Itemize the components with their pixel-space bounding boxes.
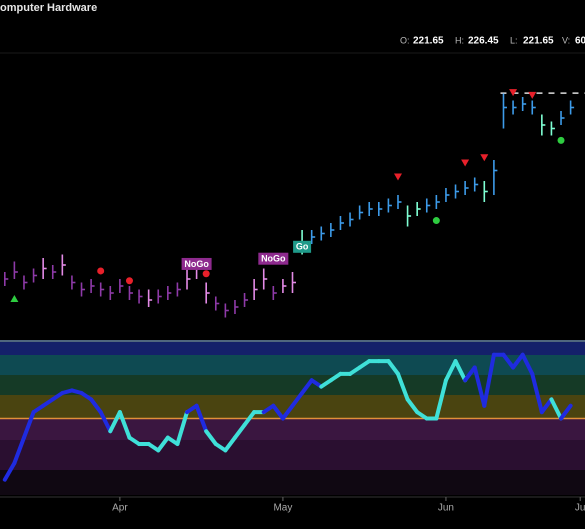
ohlc-label: H: <box>455 35 464 45</box>
oscillator-segment <box>89 397 103 415</box>
ohlc-value: 221.65 <box>413 36 444 47</box>
band <box>0 355 585 375</box>
oscillator-segment <box>453 359 468 383</box>
oscillator-segment <box>472 365 487 408</box>
annotation-box <box>181 257 212 270</box>
annotation-box <box>293 240 312 253</box>
oscillator-segment <box>290 391 305 408</box>
oscillator-bands <box>0 342 585 495</box>
oscillator-segment <box>511 352 525 370</box>
oscillator-segment <box>12 435 26 466</box>
band <box>0 418 585 440</box>
signal-triangle <box>509 89 518 97</box>
oscillator-segment <box>117 410 132 440</box>
oscillator-segment <box>520 352 535 376</box>
oscillator-segment <box>156 435 170 453</box>
oscillator-segment <box>386 359 400 376</box>
signal-dot <box>557 136 565 144</box>
signal-dot <box>125 277 133 285</box>
oscillator-segment <box>242 410 257 427</box>
signal-dot <box>202 270 210 278</box>
oscillator-segment <box>108 410 122 434</box>
x-tick-label: Ju <box>575 503 585 514</box>
ohlc-value: 221.65 <box>523 36 554 47</box>
annotation-box <box>258 252 289 265</box>
ohlc-label: O: <box>400 35 410 45</box>
ohlc-value: 226.45 <box>468 36 499 47</box>
oscillator-segment <box>232 422 247 440</box>
oscillator-segment <box>223 435 237 453</box>
oscillator-segment <box>443 359 458 383</box>
signal-dot <box>432 217 440 225</box>
signal-triangle <box>10 294 19 302</box>
signal-triangle <box>528 91 537 99</box>
oscillator-segment <box>482 352 496 408</box>
signal-triangle <box>461 159 470 167</box>
x-tick-label: Jun <box>438 503 454 514</box>
oscillator-segment <box>501 352 516 370</box>
oscillator-segment <box>204 429 218 446</box>
oscillator-segment <box>549 397 564 421</box>
ohlc-label: L: <box>510 35 518 45</box>
band <box>0 342 585 355</box>
annotation-label: NoGo <box>261 254 286 264</box>
oscillator-segment <box>98 410 113 434</box>
annotation-label: Go <box>296 242 309 252</box>
oscillator-segment <box>300 378 314 395</box>
signal-triangle <box>480 154 489 162</box>
oscillator-segment <box>539 397 554 415</box>
signal-triangle <box>393 173 402 181</box>
annotation-label: NoGo <box>184 259 209 269</box>
oscillator-segment <box>434 378 448 421</box>
oscillator-segment <box>559 403 573 421</box>
band <box>0 470 585 495</box>
oscillator-segment <box>2 461 17 482</box>
oscillator-segment <box>463 365 477 383</box>
x-tick-label: May <box>273 503 292 514</box>
band <box>0 440 585 470</box>
oscillator-segment <box>194 403 209 434</box>
signal-dot <box>97 267 105 275</box>
x-tick-label: Apr <box>112 503 128 514</box>
oscillator-segment <box>175 410 190 446</box>
ohlc-value: 60 <box>575 36 585 47</box>
oscillator-segment <box>280 403 295 421</box>
oscillator-segment <box>271 403 285 421</box>
oscillator-segment <box>21 410 36 440</box>
oscillator-segment <box>395 371 410 402</box>
oscillator-segment <box>530 371 544 415</box>
chart-title: omputer Hardware <box>0 2 97 14</box>
oscillator-segment <box>405 397 420 415</box>
band <box>0 375 585 395</box>
ohlc-label: V: <box>562 35 570 45</box>
